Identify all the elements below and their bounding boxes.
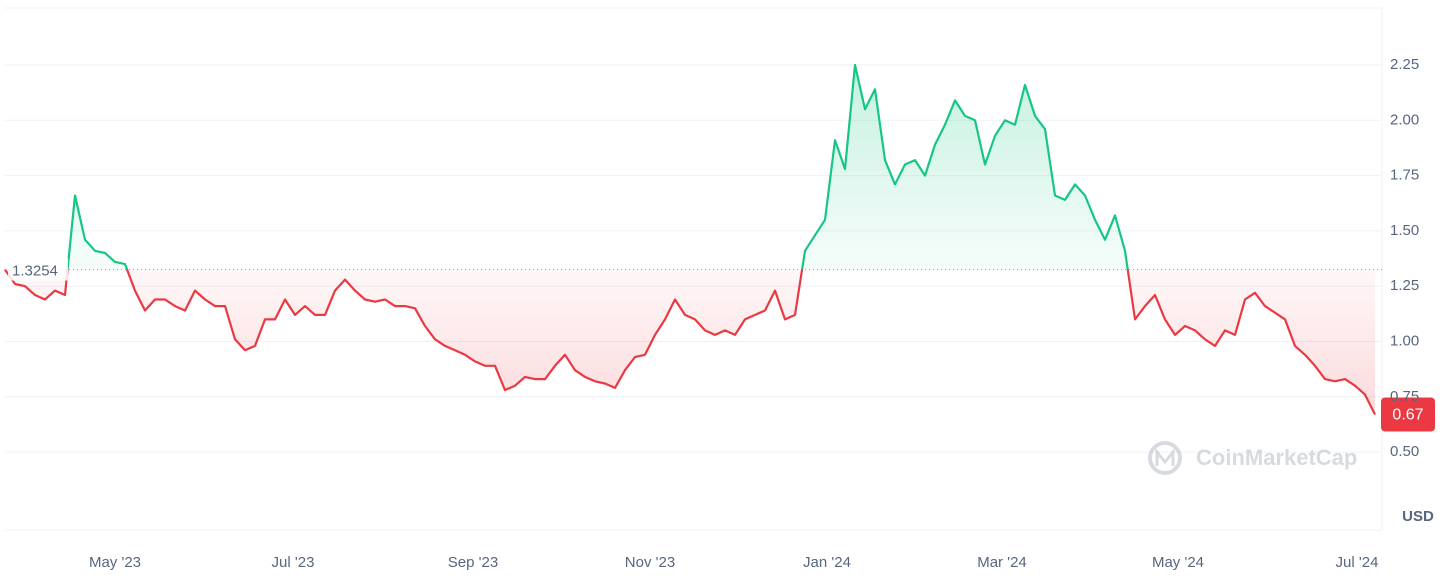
y-tick-label: 1.25 xyxy=(1390,277,1419,294)
y-tick-label: 2.00 xyxy=(1390,111,1419,128)
grid xyxy=(5,64,1382,453)
x-tick-label: Jan '24 xyxy=(803,554,851,571)
y-tick-label: 1.50 xyxy=(1390,222,1419,239)
last-price-badge xyxy=(1381,397,1435,432)
x-tick-label: Jul '24 xyxy=(1336,554,1379,571)
price-line xyxy=(4,63,1376,415)
x-tick-label: May '23 xyxy=(89,554,141,571)
plot: 1.3254 0.67 xyxy=(4,63,1435,432)
last-price-label: 0.67 xyxy=(1392,407,1423,424)
y-tick-label: 1.00 xyxy=(1390,332,1419,349)
x-tick-label: May '24 xyxy=(1152,554,1204,571)
area-fill xyxy=(5,65,1375,415)
x-tick-label: Jul '23 xyxy=(272,554,315,571)
watermark: CoinMarketCap xyxy=(1148,441,1357,475)
watermark-text: CoinMarketCap xyxy=(1196,445,1357,470)
y-tick-label: 2.25 xyxy=(1390,56,1419,73)
x-tick-label: Sep '23 xyxy=(448,554,498,571)
reference-label-bg xyxy=(8,258,68,281)
x-tick-label: Nov '23 xyxy=(625,554,675,571)
reference-label: 1.3254 xyxy=(12,262,58,279)
y-tick-label: 0.50 xyxy=(1390,443,1419,460)
watermark-logo xyxy=(1148,441,1182,475)
y-unit: USD xyxy=(1402,508,1434,525)
y-tick-label: 0.75 xyxy=(1390,388,1419,405)
watermark-logo-m xyxy=(1155,447,1175,466)
x-tick-label: Mar '24 xyxy=(977,554,1027,571)
y-tick-label: 1.75 xyxy=(1390,167,1419,184)
